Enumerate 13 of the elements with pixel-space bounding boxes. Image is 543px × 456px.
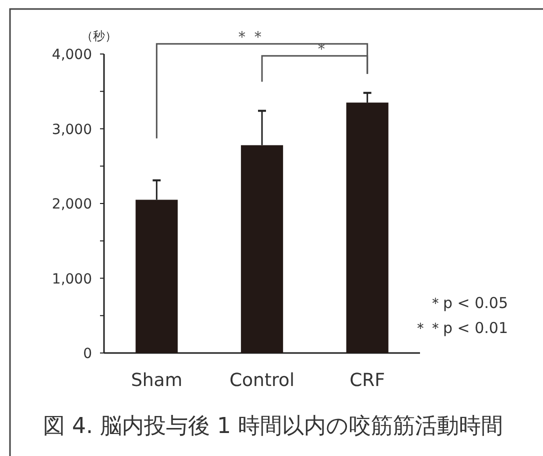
y-tick-label: 2,000 (52, 196, 92, 212)
x-tick-label: CRF (350, 370, 386, 391)
text: ＊p < 0.05 (428, 294, 508, 312)
y-tick-label: 1,000 (52, 271, 92, 288)
text: ＊＊ (234, 26, 266, 46)
y-tick-label: 3,000 (52, 122, 92, 138)
y-tick-label: 0 (83, 346, 92, 362)
y-tick-label: 4,000 (52, 47, 92, 63)
text: 図 4. 脳内投与後 1 時間以内の咬筋筋活動時間 (43, 414, 503, 439)
annotation: ＊＊p < 0.01 (412, 319, 508, 337)
y-axis-title: （秒） (81, 29, 117, 43)
x-tick-label: Sham (130, 370, 182, 391)
x-tick-label: Control (229, 370, 295, 391)
